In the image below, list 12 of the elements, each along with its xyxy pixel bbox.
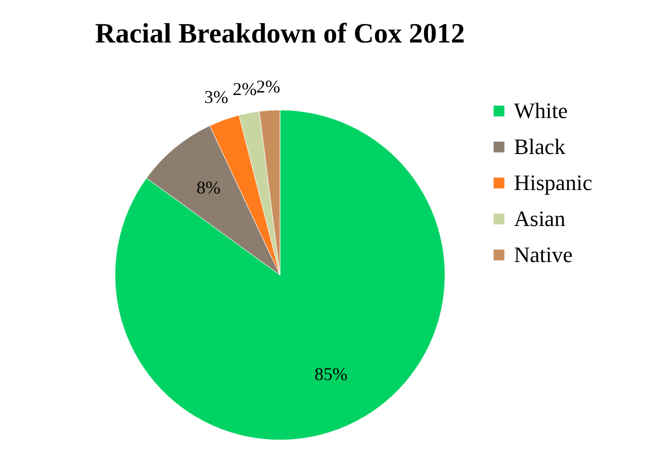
- legend-label: Asian: [514, 206, 566, 231]
- data-label: 3%: [204, 87, 228, 108]
- legend-label: Black: [514, 134, 566, 159]
- data-label: 8%: [196, 178, 220, 198]
- pie-slice: [114, 110, 446, 440]
- legend-label: Native: [514, 242, 573, 267]
- data-label: 2%: [232, 79, 257, 100]
- chart-title: Racial Breakdown of Cox 2012: [95, 18, 465, 50]
- legend-label: White: [514, 98, 568, 123]
- data-label: 85%: [314, 364, 348, 384]
- data-label: 2%: [256, 76, 280, 96]
- legend-label: Hispanic: [514, 170, 592, 195]
